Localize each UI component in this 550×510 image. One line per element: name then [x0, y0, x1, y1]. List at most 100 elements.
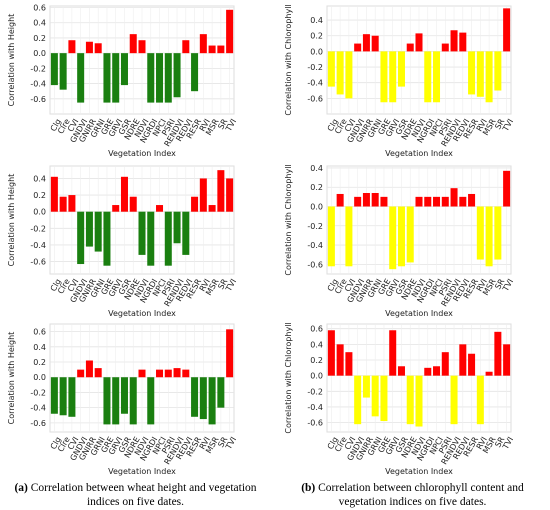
- bar: [129, 34, 137, 54]
- bar: [94, 368, 102, 378]
- bar: [164, 211, 172, 266]
- y-tick-label: 0.0: [310, 372, 323, 381]
- bar: [217, 170, 225, 212]
- bar: [156, 369, 164, 378]
- y-tick-label: 0.4: [310, 16, 323, 25]
- bar: [397, 206, 405, 267]
- bar: [164, 369, 172, 378]
- y-tick-label: 0.4: [33, 174, 46, 183]
- y-tick-label: 0.2: [310, 183, 323, 192]
- bar: [494, 331, 502, 376]
- bar: [199, 178, 207, 212]
- caption-label: (a): [14, 482, 28, 494]
- bar: [389, 51, 397, 103]
- y-tick-label: 0.4: [33, 19, 46, 28]
- bar: [424, 51, 432, 103]
- y-tick-label: -0.4: [30, 241, 46, 250]
- bar: [68, 195, 76, 212]
- bar: [85, 211, 93, 247]
- bar: [208, 45, 216, 54]
- bar: [485, 206, 493, 267]
- bar: [138, 211, 146, 255]
- bar: [85, 360, 93, 378]
- bar: [450, 30, 458, 52]
- bar: [112, 205, 120, 212]
- y-axis-label: Correlation with Height: [7, 174, 16, 267]
- bar: [468, 193, 476, 207]
- bar: [362, 193, 370, 207]
- bar: [345, 352, 353, 376]
- bar: [415, 33, 423, 52]
- y-axis-label: Correlation with Height: [7, 332, 16, 425]
- bar: [199, 377, 207, 420]
- bar: [494, 206, 502, 260]
- y-tick-label: 0.6: [33, 4, 46, 13]
- bar: [468, 51, 476, 95]
- y-tick-label: -0.4: [307, 79, 323, 88]
- y-tick-label: -0.2: [30, 64, 46, 73]
- y-tick-label: -0.6: [30, 258, 46, 267]
- y-tick-label: -0.2: [30, 388, 46, 397]
- bar: [199, 34, 207, 54]
- bar: [354, 43, 362, 52]
- bar: [173, 211, 181, 244]
- bar: [182, 211, 190, 255]
- bar: [103, 53, 111, 103]
- y-axis-label: Correlation with Chlorophyll: [284, 164, 293, 275]
- bar: [59, 53, 67, 90]
- bar: [191, 53, 199, 92]
- bar: [182, 40, 190, 54]
- bar: [164, 53, 172, 103]
- bar: [380, 375, 388, 422]
- bar: [354, 375, 362, 425]
- bar: [226, 9, 234, 54]
- bar: [503, 8, 511, 52]
- charts: -0.6-0.4-0.20.00.20.40.6ClgClreCVIGNDVIG…: [7, 4, 515, 476]
- y-tick-label: 0.2: [310, 32, 323, 41]
- bar: [441, 196, 449, 207]
- caption-label: (b): [301, 482, 316, 494]
- bar: [77, 369, 85, 378]
- bar: [345, 206, 353, 267]
- bar: [441, 43, 449, 52]
- bar: [433, 196, 441, 207]
- bar: [433, 366, 441, 376]
- bar: [217, 377, 225, 408]
- bar: [494, 51, 502, 91]
- bar: [191, 196, 199, 212]
- bar: [327, 206, 335, 267]
- bar: [147, 377, 155, 425]
- caption-a: (a) Correlation between wheat height and…: [8, 481, 263, 509]
- bar: [226, 178, 234, 212]
- y-tick-label: -0.6: [307, 419, 323, 428]
- y-tick-label: -0.4: [307, 403, 323, 412]
- bar: [415, 196, 423, 207]
- bar: [112, 53, 120, 103]
- bar: [103, 211, 111, 266]
- bar: [217, 45, 225, 54]
- y-tick-label: 0.0: [33, 208, 46, 217]
- bar: [173, 53, 181, 98]
- bar: [147, 211, 155, 266]
- y-tick-label: 0.4: [33, 343, 46, 352]
- bar: [441, 352, 449, 376]
- bar: [397, 366, 405, 376]
- y-tick-label: -0.2: [30, 224, 46, 233]
- x-axis-label: Vegetation Index: [108, 467, 176, 476]
- bar: [354, 196, 362, 207]
- y-axis-label: Correlation with Chlorophyll: [284, 322, 293, 433]
- y-tick-label: 0.2: [310, 356, 323, 365]
- bar: [459, 32, 467, 52]
- bar: [226, 329, 234, 378]
- bar: [182, 369, 190, 378]
- bar: [406, 206, 414, 263]
- bar: [406, 375, 414, 425]
- y-tick-label: 0.4: [310, 164, 323, 173]
- bar: [424, 196, 432, 207]
- bar: [371, 193, 379, 207]
- bar: [156, 205, 164, 212]
- bar: [147, 53, 155, 103]
- bar: [459, 196, 467, 207]
- y-tick-label: -0.4: [30, 80, 46, 89]
